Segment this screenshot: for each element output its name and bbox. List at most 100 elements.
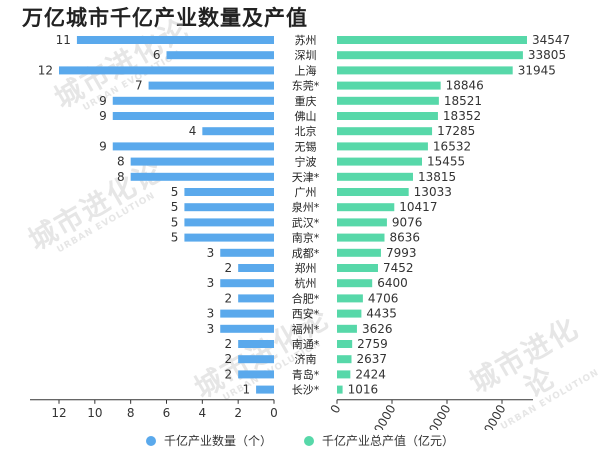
value-data-label: 7993 xyxy=(386,246,417,260)
count-data-label: 7 xyxy=(135,79,143,93)
count-bar xyxy=(220,309,274,318)
value-bar xyxy=(337,355,352,364)
count-data-label: 3 xyxy=(207,307,215,321)
category-label: 郑州 xyxy=(295,261,317,275)
count-bar xyxy=(184,203,274,212)
value-bar xyxy=(337,279,373,288)
value-data-label: 2637 xyxy=(357,352,388,366)
count-data-label: 2 xyxy=(225,261,233,275)
value-data-label: 3626 xyxy=(362,322,393,336)
count-bar xyxy=(238,370,274,379)
count-bar xyxy=(76,36,275,44)
value-data-label: 17285 xyxy=(437,124,475,138)
count-tick-label: 8 xyxy=(127,406,135,420)
value-bar xyxy=(337,309,362,318)
value-bar xyxy=(337,112,438,120)
count-bar xyxy=(256,385,274,394)
value-data-label: 4706 xyxy=(368,291,399,305)
value-bar xyxy=(337,203,395,212)
count-data-label: 5 xyxy=(171,215,179,229)
value-bar xyxy=(337,264,378,272)
legend-item-value: 千亿产业总产值（亿元） xyxy=(304,432,454,449)
value-data-label: 13815 xyxy=(418,170,456,184)
count-bar xyxy=(238,264,274,272)
count-bar xyxy=(238,294,274,303)
count-bar xyxy=(220,248,274,257)
count-data-label: 4 xyxy=(189,124,197,138)
count-tick-label: 2 xyxy=(234,406,242,420)
category-label: 南京* xyxy=(292,231,320,245)
category-label: 杭州 xyxy=(295,276,317,290)
count-bar xyxy=(238,340,274,348)
value-data-label: 2759 xyxy=(357,337,388,351)
count-data-label: 5 xyxy=(171,200,179,214)
category-label: 武汉* xyxy=(292,216,320,229)
legend-count-swatch xyxy=(146,435,156,446)
value-bar xyxy=(337,188,409,196)
value-bar xyxy=(337,370,351,379)
category-label: 长沙* xyxy=(292,384,320,397)
value-data-label: 16532 xyxy=(433,139,471,153)
category-label: 东莞* xyxy=(292,80,320,93)
value-data-label: 2424 xyxy=(355,367,386,381)
value-data-label: 6400 xyxy=(377,276,408,290)
count-bar xyxy=(148,81,274,90)
value-bar xyxy=(337,172,413,181)
legend-count-label: 千亿产业数量（个） xyxy=(164,434,273,448)
count-data-label: 3 xyxy=(207,246,215,260)
category-label: 合肥* xyxy=(292,291,320,305)
category-label: 苏州 xyxy=(295,34,317,47)
value-bar xyxy=(337,157,422,166)
count-bar xyxy=(184,233,274,242)
value-bar xyxy=(337,66,513,75)
count-data-label: 5 xyxy=(171,231,179,245)
value-data-label: 18846 xyxy=(446,79,484,93)
legend-value-swatch xyxy=(304,435,314,446)
category-label: 青岛* xyxy=(292,367,320,381)
category-label: 广州 xyxy=(295,186,317,199)
value-bar xyxy=(337,36,527,44)
count-tick-label: 6 xyxy=(163,406,171,420)
count-data-label: 6 xyxy=(153,48,161,62)
value-tick-label: 20000 xyxy=(422,402,453,430)
value-tick-label: 30000 xyxy=(477,402,508,430)
value-bar xyxy=(337,340,353,348)
value-data-label: 31945 xyxy=(518,63,556,77)
count-tick-label: 12 xyxy=(51,406,66,420)
value-bar xyxy=(337,96,439,105)
category-label: 南通* xyxy=(292,338,320,351)
count-data-label: 9 xyxy=(99,139,107,153)
category-label: 济南 xyxy=(295,352,317,366)
count-tick-label: 4 xyxy=(199,406,207,420)
count-bar xyxy=(112,112,274,120)
value-data-label: 18352 xyxy=(443,109,481,123)
value-data-label: 8636 xyxy=(389,231,420,245)
chart-title: 万亿城市千亿产业数量及产值 xyxy=(22,6,308,30)
value-tick-label: 0 xyxy=(328,402,344,416)
value-data-label: 7452 xyxy=(383,261,414,275)
category-label: 成都* xyxy=(292,247,320,260)
count-data-label: 2 xyxy=(225,352,233,366)
value-bar xyxy=(337,294,363,303)
count-bar xyxy=(112,96,274,105)
value-data-label: 15455 xyxy=(427,155,465,169)
value-bar xyxy=(337,218,387,227)
category-label: 重庆 xyxy=(295,94,317,108)
legend-value-label: 千亿产业总产值（亿元） xyxy=(322,434,455,448)
legend-item-count: 千亿产业数量（个） xyxy=(146,432,272,449)
category-label: 佛山 xyxy=(295,110,317,123)
count-bar xyxy=(112,142,274,151)
count-bar xyxy=(130,172,274,181)
value-bar xyxy=(337,81,441,90)
count-data-label: 5 xyxy=(171,185,179,199)
value-bar xyxy=(337,248,381,257)
value-data-label: 18521 xyxy=(444,94,482,108)
category-label: 西安* xyxy=(292,307,320,321)
count-data-label: 8 xyxy=(117,155,125,169)
category-label: 泉州* xyxy=(292,200,320,214)
value-data-label: 4435 xyxy=(366,307,397,321)
count-bar xyxy=(220,324,274,333)
count-bar xyxy=(238,355,274,364)
count-tick-label: 10 xyxy=(87,406,102,420)
count-bar xyxy=(166,51,274,60)
